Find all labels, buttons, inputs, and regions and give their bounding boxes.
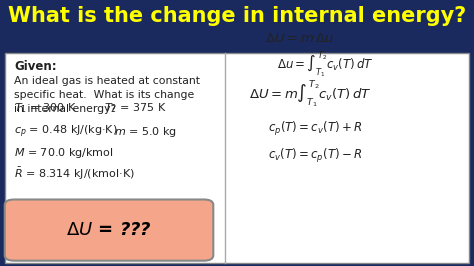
Text: $M$ = 70.0 kg/kmol: $M$ = 70.0 kg/kmol bbox=[14, 146, 114, 160]
Text: $c_p$ = 0.48 kJ/(kg·K): $c_p$ = 0.48 kJ/(kg·K) bbox=[14, 123, 118, 140]
Text: $m$ = 5.0 kg: $m$ = 5.0 kg bbox=[114, 125, 177, 139]
Text: $T_1$ = 300 K: $T_1$ = 300 K bbox=[14, 101, 77, 115]
Text: $\bar{R}$ = 8.314 kJ/(kmol·K): $\bar{R}$ = 8.314 kJ/(kmol·K) bbox=[14, 166, 135, 182]
Text: $\Delta U = m\,\Delta u$: $\Delta U = m\,\Delta u$ bbox=[265, 32, 334, 45]
Text: Given:: Given: bbox=[14, 60, 57, 73]
Text: An ideal gas is heated at constant
specific heat.  What is its change
in interna: An ideal gas is heated at constant speci… bbox=[14, 76, 200, 114]
Text: $c_p(T) = c_v(T) + R$: $c_p(T) = c_v(T) + R$ bbox=[268, 120, 362, 138]
Text: $\Delta U$ = ???: $\Delta U$ = ??? bbox=[66, 221, 152, 239]
FancyBboxPatch shape bbox=[5, 200, 213, 261]
Text: What is the change in internal energy?: What is the change in internal energy? bbox=[8, 6, 466, 26]
Text: $\Delta U = m\int_{T_1}^{T_2} c_v(T)\,dT$: $\Delta U = m\int_{T_1}^{T_2} c_v(T)\,dT… bbox=[249, 79, 371, 110]
Text: $T_2$ = 375 K: $T_2$ = 375 K bbox=[104, 101, 167, 115]
Text: $c_v(T) = c_p(T) - R$: $c_v(T) = c_p(T) - R$ bbox=[268, 147, 362, 165]
FancyBboxPatch shape bbox=[5, 53, 469, 263]
Text: $\Delta u = \int_{T_1}^{T_2} c_v(T)\,dT$: $\Delta u = \int_{T_1}^{T_2} c_v(T)\,dT$ bbox=[277, 50, 374, 80]
